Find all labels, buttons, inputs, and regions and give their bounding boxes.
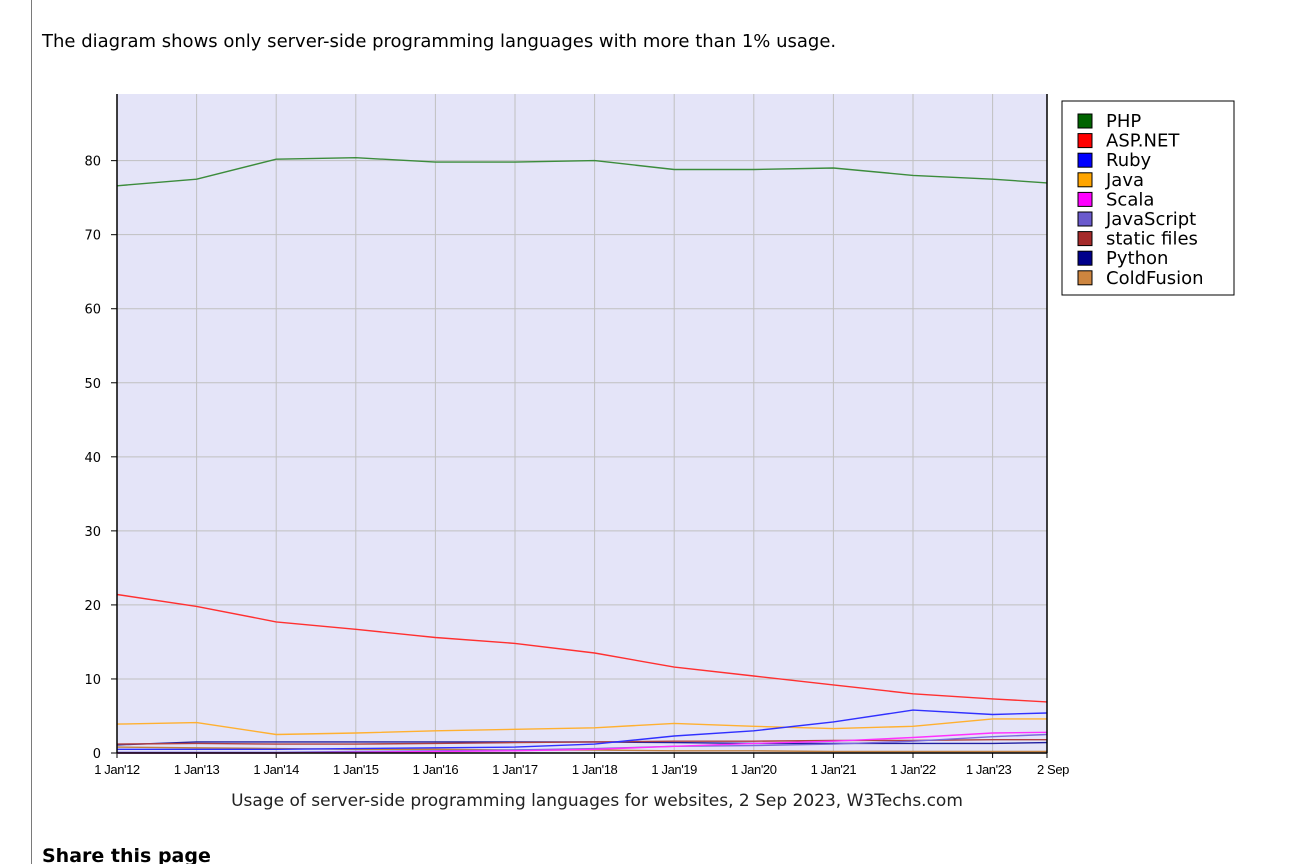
legend-label: Scala [1106, 189, 1154, 210]
share-heading: Share this page [42, 845, 211, 864]
y-tick-label: 20 [84, 599, 101, 614]
y-tick-label: 30 [84, 525, 101, 540]
x-tick-label: 1 Jan'18 [572, 762, 618, 777]
legend-label: ASP.NET [1106, 131, 1180, 152]
x-tick-label: 1 Jan'17 [492, 762, 538, 777]
legend-label: Python [1106, 248, 1168, 269]
usage-line-chart: 0 10 20 30 40 50 60 70 80 1 Jan'12 1 Jan'13 1 Jan'1… [84, 94, 1235, 811]
legend-label: Java [1105, 170, 1144, 191]
x-tick-label: 1 Jan'13 [174, 762, 220, 777]
y-tick-label: 50 [84, 377, 101, 392]
y-tick-label: 80 [84, 155, 101, 170]
x-tick-label: 1 Jan'20 [731, 762, 777, 777]
legend-swatch [1077, 270, 1093, 286]
chart-description: The diagram shows only server-side progr… [42, 31, 837, 52]
x-tick-label: 1 Jan'16 [413, 762, 459, 777]
x-tick-label: 1 Jan'22 [890, 762, 936, 777]
series-line-java [116, 718, 1047, 736]
legend-swatch [1077, 211, 1093, 227]
x-tick-label: 1 Jan'19 [651, 762, 697, 777]
y-tick-label: 10 [84, 673, 101, 688]
y-tick-label: 40 [84, 451, 101, 466]
x-tick-label: 1 Jan'15 [333, 762, 379, 777]
legend-label: Ruby [1106, 150, 1152, 171]
legend-label: static files [1106, 229, 1198, 250]
x-tick-label: 1 Jan'14 [253, 762, 299, 777]
content-left-border [31, 0, 32, 864]
legend-swatch [1077, 133, 1093, 149]
legend-swatch [1077, 152, 1093, 168]
x-tick-label: 1 Jan'21 [811, 762, 857, 777]
legend-label: JavaScript [1105, 209, 1196, 230]
x-tick-label: 2 Sep [1037, 762, 1069, 777]
legend-swatch [1077, 231, 1093, 247]
y-tick-label: 60 [84, 303, 101, 318]
y-tick-label: 0 [93, 747, 101, 762]
series-line-static-files [116, 739, 1047, 745]
y-tick-label: 70 [84, 229, 101, 244]
x-tick-label: 1 Jan'12 [94, 762, 140, 777]
legend-label: ColdFusion [1106, 268, 1204, 289]
chart-title: Usage of server-side programming languag… [231, 791, 963, 811]
series-line-php [116, 156, 1048, 187]
x-tick-label: 1 Jan'23 [966, 762, 1012, 777]
legend-swatch [1077, 172, 1093, 188]
series-line-asp-net [116, 593, 1048, 703]
legend-label: PHP [1106, 111, 1141, 132]
series-line-ruby [117, 709, 1048, 750]
legend-swatch [1077, 113, 1093, 129]
legend-swatch [1077, 250, 1093, 266]
plot-area [117, 94, 1047, 753]
legend-swatch [1077, 191, 1093, 207]
